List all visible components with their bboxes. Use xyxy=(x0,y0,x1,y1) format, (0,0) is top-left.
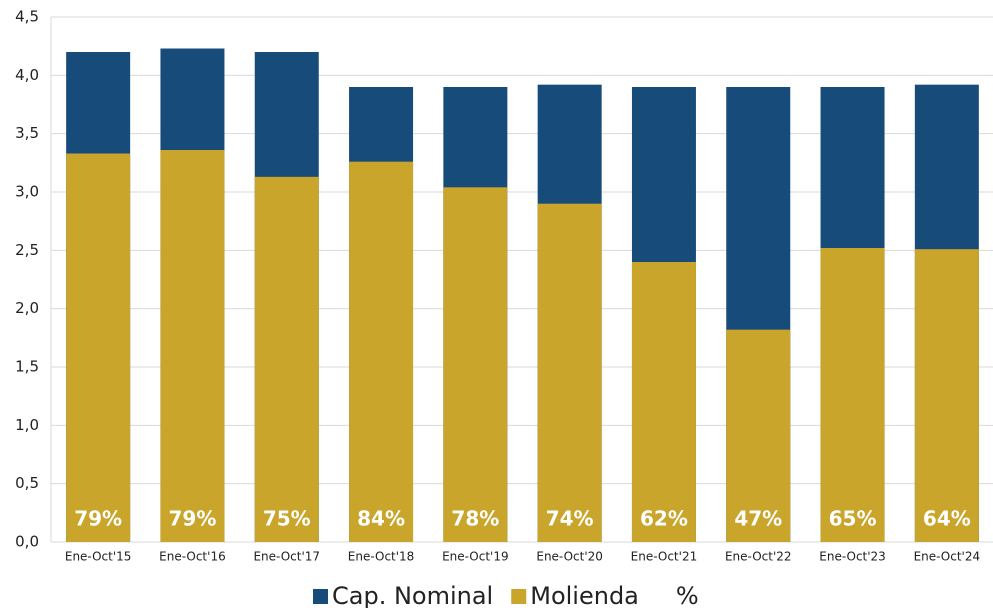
x-tick-label: Ene-Oct'20 xyxy=(536,550,603,564)
data-label: 79% xyxy=(74,507,122,531)
legend-swatch xyxy=(656,589,672,604)
legend-label: Cap. Nominal xyxy=(332,582,493,608)
bar xyxy=(160,150,225,542)
x-tick-label: Ene-Oct'18 xyxy=(348,550,415,564)
data-label: 75% xyxy=(263,507,311,531)
data-label: 47% xyxy=(734,507,782,531)
x-tick-label: Ene-Oct'17 xyxy=(253,550,320,564)
bar xyxy=(443,187,508,543)
data-label: 78% xyxy=(451,507,499,531)
x-tick-label: Ene-Oct'19 xyxy=(442,550,509,564)
y-tick-label: 4,5 xyxy=(15,8,39,26)
y-tick-label: 0,0 xyxy=(15,533,39,551)
bar xyxy=(254,176,319,543)
y-tick-label: 3,5 xyxy=(15,124,39,142)
bar xyxy=(631,262,696,542)
y-tick-label: 1,0 xyxy=(15,416,39,434)
x-tick-label: Ene-Oct'15 xyxy=(65,550,132,564)
bar xyxy=(726,329,791,542)
x-tick-label: Ene-Oct'24 xyxy=(914,550,981,564)
bar xyxy=(914,249,979,542)
x-tick-label: Ene-Oct'22 xyxy=(725,550,792,564)
x-tick-label: Ene-Oct'16 xyxy=(159,550,226,564)
y-tick-label: 4,0 xyxy=(15,66,39,84)
bar xyxy=(349,161,414,542)
y-tick-label: 0,5 xyxy=(15,474,39,492)
legend-swatch xyxy=(511,589,527,604)
y-tick-label: 3,0 xyxy=(15,183,39,201)
legend-label: % xyxy=(676,582,699,608)
x-tick-label: Ene-Oct'21 xyxy=(631,550,698,564)
bar xyxy=(66,153,131,542)
data-label: 62% xyxy=(640,507,688,531)
data-label: 64% xyxy=(923,507,971,531)
y-tick-label: 2,0 xyxy=(15,299,39,317)
y-tick-label: 2,5 xyxy=(15,241,39,259)
data-label: 84% xyxy=(357,507,405,531)
data-label: 79% xyxy=(169,507,217,531)
bar xyxy=(537,203,602,542)
y-tick-label: 1,5 xyxy=(15,358,39,376)
legend-swatch xyxy=(313,589,328,604)
data-label: 74% xyxy=(546,507,594,531)
data-label: 65% xyxy=(829,507,877,531)
x-tick-label: Ene-Oct'23 xyxy=(819,550,886,564)
bar xyxy=(820,248,885,542)
legend-label: Molienda xyxy=(530,582,639,608)
